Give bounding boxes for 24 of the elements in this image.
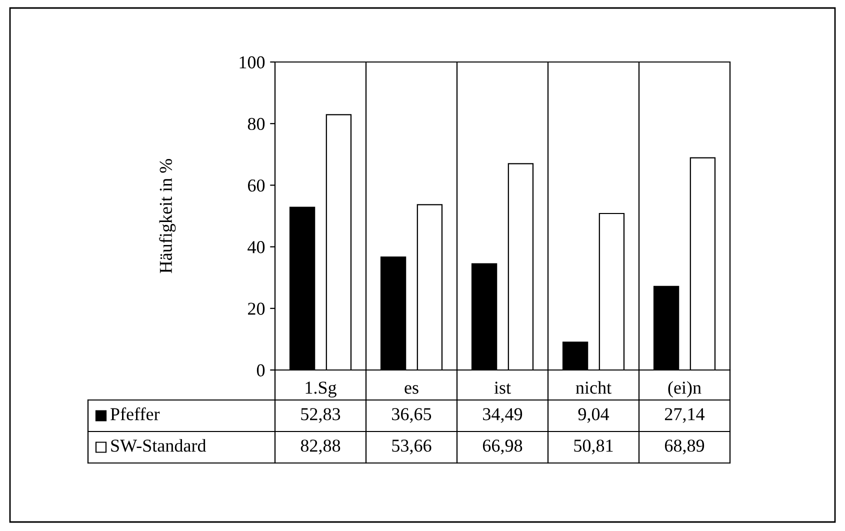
x-tick-label: ist [494, 382, 511, 394]
y-tick-label: 20 [248, 302, 265, 315]
legend-label: SW-Standard [111, 439, 206, 452]
y-axis-title: Häufigkeit in % [159, 158, 176, 274]
data-label: 9,04 [578, 408, 610, 423]
x-tick-label: (ei)n [668, 381, 702, 398]
data-label: 50,81 [574, 440, 613, 454]
legend-label: Pfeffer [110, 407, 160, 420]
data-label: 53,66 [392, 440, 432, 454]
y-tick-label: 0 [256, 364, 265, 376]
data-label: 36,65 [392, 408, 432, 423]
y-tick-label: 100 [240, 56, 265, 68]
data-label: 66,98 [482, 440, 522, 454]
y-tick-label: 60 [248, 179, 265, 192]
y-tick-label: 80 [248, 118, 265, 130]
x-tick-label: es [404, 385, 418, 394]
data-label: 82,88 [300, 440, 340, 454]
y-tick-label: 40 [248, 241, 265, 254]
data-label: 68,89 [664, 440, 704, 454]
data-label: 27,14 [664, 408, 705, 423]
x-tick-label: nicht [576, 381, 612, 394]
data-label: 34,49 [483, 408, 522, 423]
x-tick-label: 1.Sg [306, 382, 336, 398]
data-label: 52,83 [301, 408, 340, 423]
